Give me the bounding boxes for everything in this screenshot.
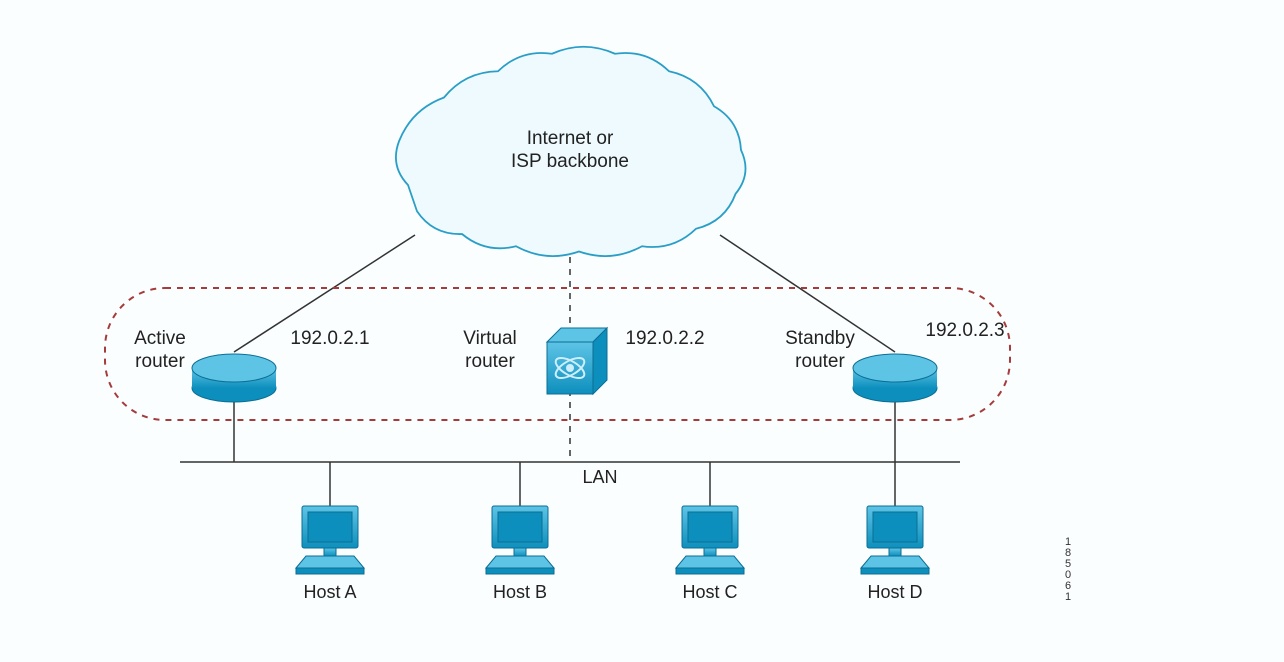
host-icon: [676, 506, 744, 574]
diagram-stage: Internet or ISP backbone LAN Active rout…: [0, 0, 1284, 662]
cloud-label: Internet or ISP backbone: [470, 128, 670, 174]
host-b-label: Host B: [460, 582, 580, 604]
host-icon: [486, 506, 554, 574]
host-a-label: Host A: [270, 582, 390, 604]
virtual-router-label: Virtual router: [430, 328, 550, 374]
standby-router-ip: 192.0.2.3: [895, 320, 1035, 343]
active-router-ip: 192.0.2.1: [260, 328, 400, 351]
active-router-label: Active router: [100, 328, 220, 374]
host-icon: [861, 506, 929, 574]
host-d-label: Host D: [835, 582, 955, 604]
host-c-label: Host C: [650, 582, 770, 604]
host-icon: [296, 506, 364, 574]
standby-router-label: Standby router: [760, 328, 880, 374]
lan-label: LAN: [500, 467, 700, 489]
virtual-router-ip: 192.0.2.2: [595, 328, 735, 351]
figure-id: 185061: [1062, 536, 1074, 602]
